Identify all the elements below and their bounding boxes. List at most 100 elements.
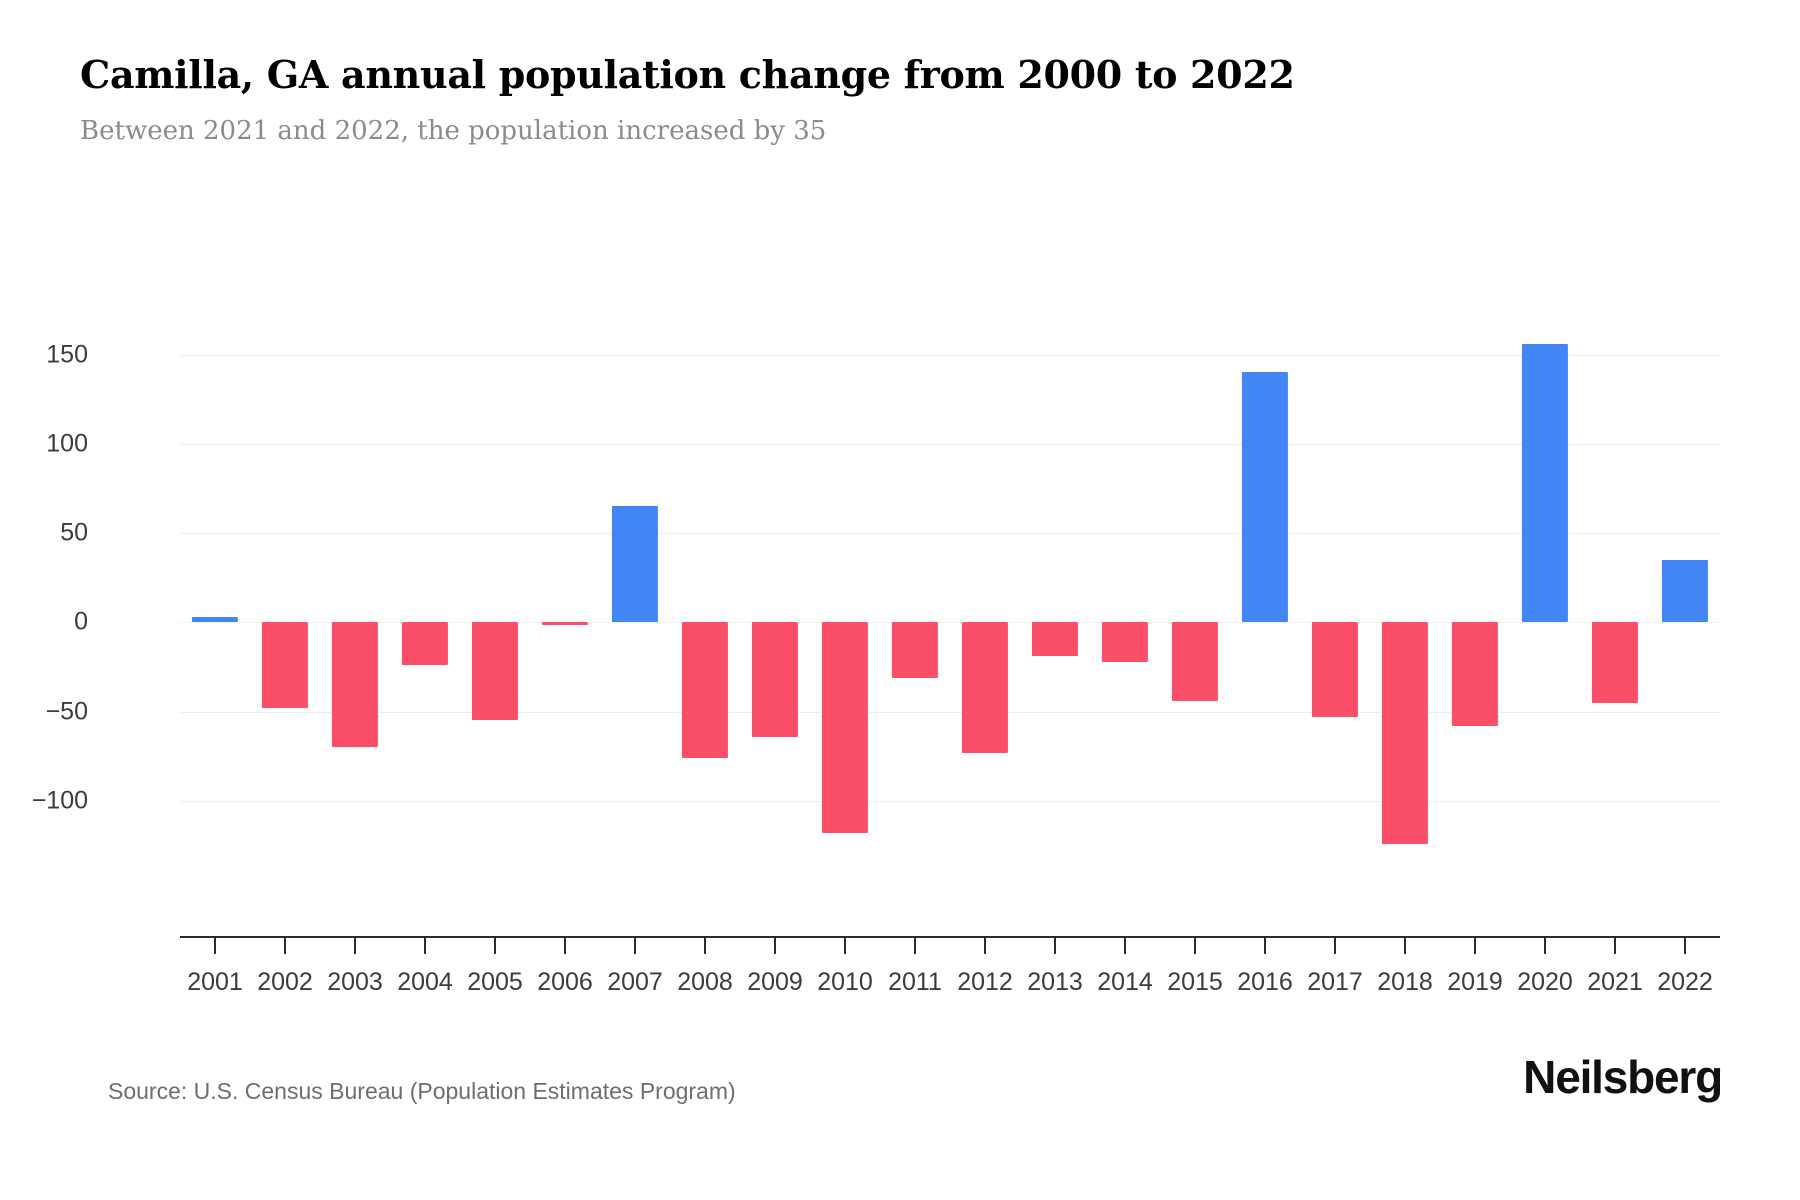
bar-slot-2002[interactable] — [250, 310, 320, 890]
source-note: Source: U.S. Census Bureau (Population E… — [108, 1078, 736, 1104]
brand-logo: Neilsberg — [1523, 1051, 1723, 1103]
x-axis-tick-mark-2001 — [214, 936, 216, 954]
x-axis-tick-label-2020: 2020 — [1517, 968, 1573, 996]
x-axis-tick-label-2015: 2015 — [1167, 968, 1223, 996]
bar-slot-2021[interactable] — [1580, 310, 1650, 890]
bar-2004[interactable] — [401, 622, 449, 666]
y-axis-tick-label: 50 — [60, 518, 88, 547]
bar-slot-2001[interactable] — [180, 310, 250, 890]
x-axis-tick-label-2018: 2018 — [1377, 968, 1433, 996]
y-axis-tick-label: 100 — [46, 429, 88, 458]
x-axis-tick-mark-2015 — [1194, 936, 1196, 954]
gridline-150 — [180, 354, 1720, 356]
plot-area: 150 100 50 0 −50 −100 — [32, 310, 1720, 890]
bar-slot-2009[interactable] — [740, 310, 810, 890]
bar-slot-2017[interactable] — [1300, 310, 1370, 890]
bar-slot-2019[interactable] — [1440, 310, 1510, 890]
bar-slot-2016[interactable] — [1230, 310, 1300, 890]
x-axis-tick-label-2005: 2005 — [467, 968, 523, 996]
bar-slot-2014[interactable] — [1090, 310, 1160, 890]
bar-slot-2011[interactable] — [880, 310, 950, 890]
x-axis-line — [180, 936, 1720, 938]
x-axis-tick-label-2004: 2004 — [397, 968, 453, 996]
bar-2001[interactable] — [191, 616, 239, 623]
gridline--100 — [180, 800, 1720, 802]
x-axis-tick-mark-2013 — [1054, 936, 1056, 954]
bar-2021[interactable] — [1591, 622, 1639, 703]
bar-slot-2022[interactable] — [1650, 310, 1720, 890]
bar-2002[interactable] — [261, 622, 309, 708]
x-axis-tick-mark-2017 — [1334, 936, 1336, 954]
x-axis-tick-label-2001: 2001 — [187, 968, 243, 996]
y-axis-tick-label: 150 — [46, 340, 88, 369]
bar-2005[interactable] — [471, 622, 519, 721]
bar-2008[interactable] — [681, 622, 729, 758]
x-axis-tick-mark-2005 — [494, 936, 496, 954]
bar-2017[interactable] — [1311, 622, 1359, 717]
x-axis-tick-mark-2018 — [1404, 936, 1406, 954]
x-axis-tick-mark-2009 — [774, 936, 776, 954]
bar-slot-2007[interactable] — [600, 310, 670, 890]
bar-2011[interactable] — [891, 622, 939, 678]
x-axis-tick-mark-2019 — [1474, 936, 1476, 954]
x-axis-tick-mark-2020 — [1544, 936, 1546, 954]
bar-slot-2020[interactable] — [1510, 310, 1580, 890]
bar-2018[interactable] — [1381, 622, 1429, 844]
chart-header: Camilla, GA annual population change fro… — [80, 52, 1720, 147]
bar-2010[interactable] — [821, 622, 869, 833]
x-axis-tick-label-2006: 2006 — [537, 968, 593, 996]
x-axis-tick-mark-2002 — [284, 936, 286, 954]
bar-slot-2008[interactable] — [670, 310, 740, 890]
chart-subtitle: Between 2021 and 2022, the population in… — [80, 115, 827, 146]
x-axis-tick-mark-2011 — [914, 936, 916, 954]
x-axis-tick-mark-2006 — [564, 936, 566, 954]
bar-slot-2003[interactable] — [320, 310, 390, 890]
bars-layer — [180, 310, 1720, 890]
x-axis-tick-mark-2007 — [634, 936, 636, 954]
x-axis-ticks: 2001 2002 2003 2004 2005 2006 2007 2008 2009 2010… — [180, 936, 1720, 1006]
x-axis-tick-label-2012: 2012 — [957, 968, 1013, 996]
y-axis-tick-label: 0 — [74, 607, 88, 636]
x-axis-tick-label-2017: 2017 — [1307, 968, 1363, 996]
bar-slot-2010[interactable] — [810, 310, 880, 890]
x-axis-tick-label-2008: 2008 — [677, 968, 733, 996]
x-axis-tick-mark-2021 — [1614, 936, 1616, 954]
x-axis-tick-label-2019: 2019 — [1447, 968, 1503, 996]
x-axis-tick-label-2009: 2009 — [747, 968, 803, 996]
bar-2014[interactable] — [1101, 622, 1149, 662]
bar-2009[interactable] — [751, 622, 799, 737]
page-title: Camilla, GA annual population change fro… — [80, 52, 1295, 97]
bar-2016[interactable] — [1241, 372, 1289, 623]
gridline-50 — [180, 533, 1720, 535]
bar-slot-2015[interactable] — [1160, 310, 1230, 890]
bar-slot-2012[interactable] — [950, 310, 1020, 890]
x-axis-tick-label-2022: 2022 — [1657, 968, 1713, 996]
bar-2007[interactable] — [611, 506, 659, 623]
x-axis-tick-label-2011: 2011 — [888, 968, 942, 996]
bar-2006[interactable] — [541, 622, 589, 626]
x-axis-tick-label-2013: 2013 — [1027, 968, 1083, 996]
x-axis-tick-label-2007: 2007 — [607, 968, 663, 996]
bar-slot-2006[interactable] — [530, 310, 600, 890]
x-axis-tick-mark-2003 — [354, 936, 356, 954]
gridline-100 — [180, 443, 1720, 445]
x-axis-tick-mark-2008 — [704, 936, 706, 954]
bar-slot-2013[interactable] — [1020, 310, 1090, 890]
bar-2020[interactable] — [1521, 343, 1569, 623]
x-axis-tick-mark-2010 — [844, 936, 846, 954]
bar-2012[interactable] — [961, 622, 1009, 753]
bar-slot-2005[interactable] — [460, 310, 530, 890]
bar-2019[interactable] — [1451, 622, 1499, 726]
bar-2015[interactable] — [1171, 622, 1219, 701]
x-axis-tick-mark-2014 — [1124, 936, 1126, 954]
bar-slot-2018[interactable] — [1370, 310, 1440, 890]
x-axis-tick-label-2016: 2016 — [1237, 968, 1293, 996]
bar-slot-2004[interactable] — [390, 310, 460, 890]
gridline-0 — [180, 622, 1720, 624]
x-axis-tick-label-2010: 2010 — [817, 968, 873, 996]
bar-2013[interactable] — [1031, 622, 1079, 657]
bar-2003[interactable] — [331, 622, 379, 748]
bar-2022[interactable] — [1661, 559, 1709, 623]
